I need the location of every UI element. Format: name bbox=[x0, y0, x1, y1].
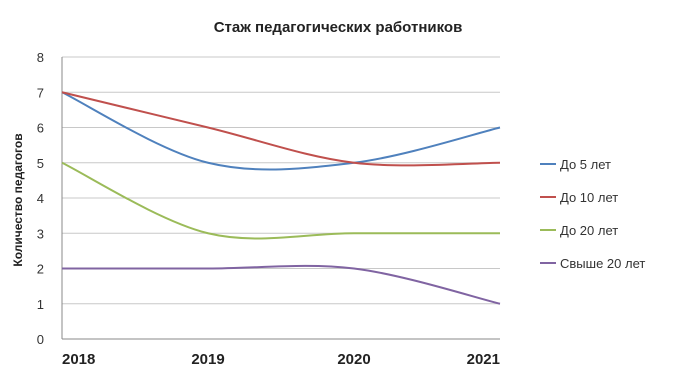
y-tick-label: 7 bbox=[37, 85, 44, 100]
y-tick-label: 5 bbox=[37, 156, 44, 171]
x-tick-label: 2018 bbox=[62, 351, 95, 368]
x-tick-label: 2021 bbox=[467, 351, 500, 368]
x-tick-label: 2020 bbox=[337, 351, 370, 368]
y-tick-label: 3 bbox=[37, 226, 44, 241]
series-2-line bbox=[61, 91, 501, 167]
x-tick-label: 2019 bbox=[191, 351, 224, 368]
y-tick-label: 8 bbox=[37, 50, 44, 65]
series-lines bbox=[61, 91, 501, 305]
x-tick-labels: 2018 2019 2020 2021 bbox=[62, 351, 500, 368]
y-axis-label: Количество педагогов bbox=[11, 133, 25, 266]
series-4-line bbox=[62, 264, 501, 305]
series-3-line bbox=[61, 161, 500, 240]
legend-label: Свыше 20 лет bbox=[560, 256, 645, 271]
y-tick-label: 6 bbox=[37, 121, 44, 136]
axes bbox=[61, 57, 500, 340]
y-tick-labels: 0 1 2 3 4 5 6 7 8 bbox=[37, 50, 44, 347]
series-1-line bbox=[61, 91, 501, 171]
y-tick-label: 4 bbox=[37, 191, 44, 206]
legend-label: До 20 лет bbox=[560, 223, 618, 238]
y-tick-label: 0 bbox=[37, 332, 44, 347]
y-tick-label: 2 bbox=[37, 262, 44, 277]
legend-label: До 10 лет bbox=[560, 190, 618, 205]
chart-title: Стаж педагогических работников bbox=[214, 19, 463, 36]
legend: До 5 лет До 10 лет До 20 лет Свыше 20 лет bbox=[540, 157, 645, 271]
legend-label: До 5 лет bbox=[560, 157, 611, 172]
y-tick-label: 1 bbox=[37, 297, 44, 312]
